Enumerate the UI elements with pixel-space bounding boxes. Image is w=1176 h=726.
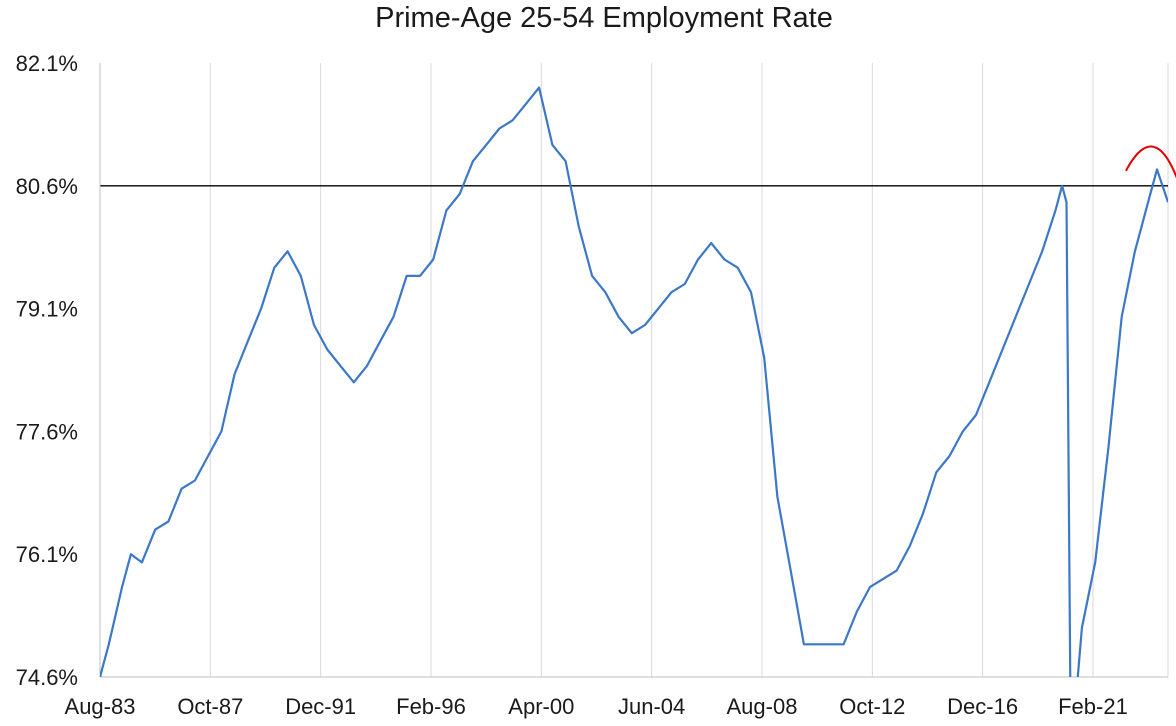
x-tick-label: Apr-00 [508,694,574,719]
series-line [100,86,1168,677]
x-tick-label: Aug-83 [65,694,136,719]
y-tick-label: 76.1% [16,542,78,567]
x-tick-label: Feb-21 [1058,694,1128,719]
axes [99,63,1168,678]
y-tick-label: 77.6% [16,419,78,444]
x-tick-label: Jun-04 [618,694,685,719]
chart-title: Prime-Age 25-54 Employment Rate [375,2,833,34]
x-tick-label: Oct-87 [177,694,243,719]
y-tick-label: 79.1% [16,297,78,322]
x-tick-label: Aug-08 [727,694,798,719]
series-group [100,86,1168,677]
x-tick-label: Dec-16 [947,694,1018,719]
y-tick-label: 82.1% [16,51,78,76]
y-tick-label: 80.6% [16,174,78,199]
annotation-arc [1125,145,1176,179]
x-tick-label: Oct-12 [839,694,905,719]
x-tick-label: Dec-91 [285,694,356,719]
x-tick-label: Feb-96 [396,694,466,719]
x-tick-labels: Aug-83 Oct-87 Dec-91 Feb-96 Apr-00 Jun-04 Aug-… [65,694,1128,719]
y-tick-label: 74.6% [16,665,78,690]
y-tick-labels: 74.6% 76.1% 77.6% 79.1% 80.6% 82.1% [16,51,78,690]
annotation-group [1125,145,1176,179]
gridlines [209,63,1169,677]
